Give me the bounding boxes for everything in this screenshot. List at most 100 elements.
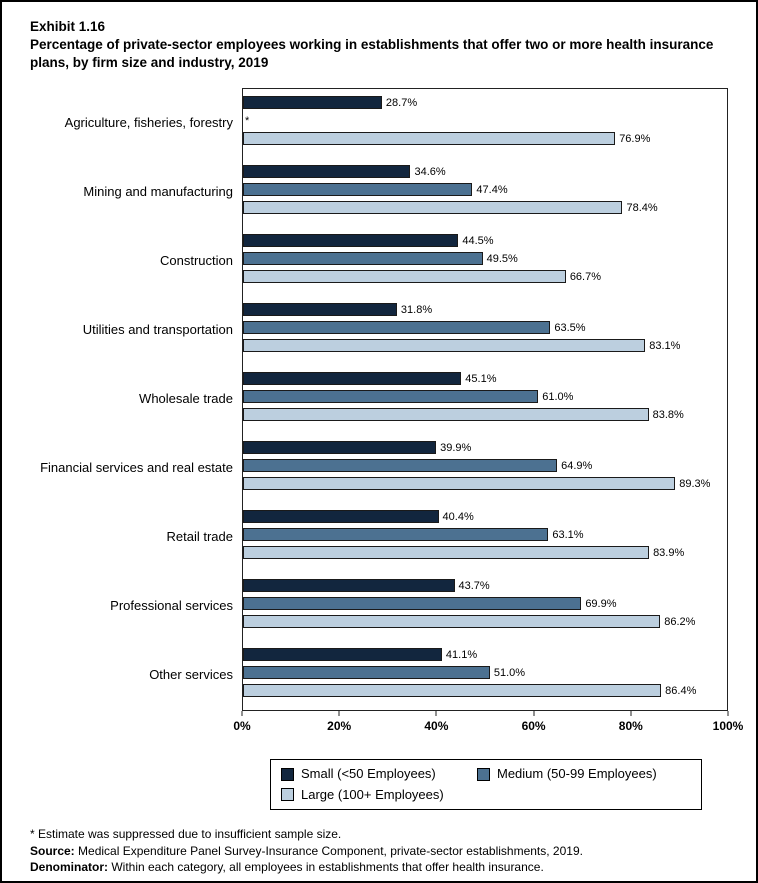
legend-label: Small (<50 Employees) (301, 766, 436, 782)
footnote-denominator-text: Within each category, all employees in e… (108, 860, 544, 875)
bar-value-label: 83.1% (649, 339, 681, 352)
bar-value-label: 43.7% (458, 579, 490, 592)
axis-tick-label: 40% (424, 719, 449, 734)
bar (243, 270, 566, 284)
bar-value-label: 61.0% (542, 390, 574, 403)
axis-tick-label: 80% (618, 719, 643, 734)
category-label: Construction (160, 252, 233, 268)
bar-row: 76.9% (243, 132, 727, 146)
bar (243, 390, 539, 404)
chart-title: Percentage of private-sector employees w… (30, 37, 714, 71)
bar-value-label: 31.8% (400, 303, 433, 316)
category-label: Retail trade (166, 528, 233, 544)
category-label: Financial services and real estate (40, 459, 233, 475)
bar-value-label: 69.9% (585, 597, 617, 610)
footnote-denominator-label: Denominator: (30, 860, 108, 875)
bar (243, 201, 623, 215)
bar-group: 31.8% 63.5% 83.1% (243, 296, 727, 365)
bar (243, 579, 455, 593)
bar (243, 132, 616, 146)
axis-tick (435, 711, 437, 717)
legend-item: Small (<50 Employees) (281, 766, 477, 782)
plot-area: 28.7% * 76.9% 34.6% 47.4% 78.4% 44.5% 49.5% 66.7… (242, 88, 728, 712)
legend-swatch (281, 788, 294, 802)
bar (243, 546, 650, 560)
bar-row: 43.7% (243, 579, 727, 593)
x-axis: 0% 20% 40% 60% 80% 100% (233, 711, 743, 741)
legend-swatch (477, 767, 490, 781)
exhibit-number: Exhibit 1.16 (30, 19, 106, 34)
axis-tick (533, 711, 535, 717)
bar-row: 34.6% (243, 165, 727, 179)
bar (243, 459, 558, 473)
footnote-suppressed: * Estimate was suppressed due to insuffi… (30, 826, 342, 841)
bar (243, 648, 442, 662)
axis-tick-label: 100% (712, 719, 744, 734)
legend-swatch (281, 767, 294, 781)
category-label: Other services (149, 666, 233, 682)
bar-value-label: 28.7% (385, 96, 418, 109)
bar (243, 666, 490, 680)
bar-group: 28.7% * 76.9% (243, 89, 727, 158)
bar-value-label: 49.5% (486, 252, 518, 265)
axis-tick (241, 711, 243, 717)
bar (243, 597, 582, 611)
bar-row: 45.1% (243, 372, 727, 386)
bar-row: 83.8% (243, 408, 727, 422)
footnote-source-label: Source: (30, 843, 75, 858)
bar-value-label: 44.5% (462, 234, 494, 247)
bar (243, 234, 459, 248)
axis-tick (630, 711, 632, 717)
legend: Small (<50 Employees) Medium (50-99 Emplo… (270, 759, 702, 810)
bar-value-label: 45.1% (465, 372, 497, 385)
bar-row: 51.0% (243, 666, 727, 680)
bar-row: 89.3% (243, 477, 727, 491)
bar-value-label: 64.9% (561, 459, 593, 472)
bar-row: 39.9% (243, 441, 727, 455)
bar (243, 183, 473, 197)
bar (243, 372, 462, 386)
bar-group: 39.9% 64.9% 89.3% (243, 434, 727, 503)
bar-value-label: 86.2% (664, 615, 696, 628)
category-label: Mining and manufacturing (83, 183, 233, 199)
bar (243, 303, 397, 317)
bar (243, 528, 549, 542)
bar-group: 45.1% 61.0% 83.8% (243, 365, 727, 434)
bar-row: 31.8% (243, 303, 727, 317)
bar-value-label: 86.4% (665, 684, 697, 697)
bar-value-label: 51.0% (493, 666, 526, 679)
axis-tick-label: 60% (521, 719, 546, 734)
bar (243, 252, 483, 266)
bar (243, 408, 649, 422)
bar-row: 61.0% (243, 390, 727, 404)
bar-value-label: 47.4% (476, 183, 508, 196)
category-labels: Agriculture, fisheries, forestry Mining a… (30, 88, 242, 711)
bar-row: 83.9% (243, 546, 727, 560)
legend-item: Large (100+ Employees) (281, 786, 477, 802)
bar-row: 78.4% (243, 201, 727, 215)
bar-value-label: 66.7% (569, 270, 602, 283)
bar-row: 40.4% (243, 510, 727, 524)
bar (243, 684, 662, 698)
bar-group: 40.4% 63.1% 83.9% (243, 503, 727, 572)
category-label: Utilities and transportation (82, 321, 233, 337)
legend-items: Small (<50 Employees) Medium (50-99 Emplo… (281, 766, 691, 802)
legend-label: Large (100+ Employees) (301, 786, 444, 802)
bar-value-label: 89.3% (679, 477, 711, 490)
bar (243, 615, 661, 629)
footnote-source-text: Medical Expenditure Panel Survey-Insuran… (74, 843, 583, 858)
bar (243, 321, 551, 335)
bar-value-label: 76.9% (619, 132, 651, 145)
category-label: Wholesale trade (139, 390, 233, 406)
bar (243, 165, 411, 179)
bar-group: 44.5% 49.5% 66.7% (243, 227, 727, 296)
bar (243, 96, 382, 110)
bar-row: 66.7% (243, 270, 727, 284)
bar-row: 41.1% (243, 648, 727, 662)
bar-row: 63.5% (243, 321, 727, 335)
bar-value-label: 34.6% (414, 165, 446, 178)
bar-group: 43.7% 69.9% 86.2% (243, 572, 727, 641)
axis-tick (727, 711, 729, 717)
bar-value-label: 39.9% (440, 441, 472, 454)
